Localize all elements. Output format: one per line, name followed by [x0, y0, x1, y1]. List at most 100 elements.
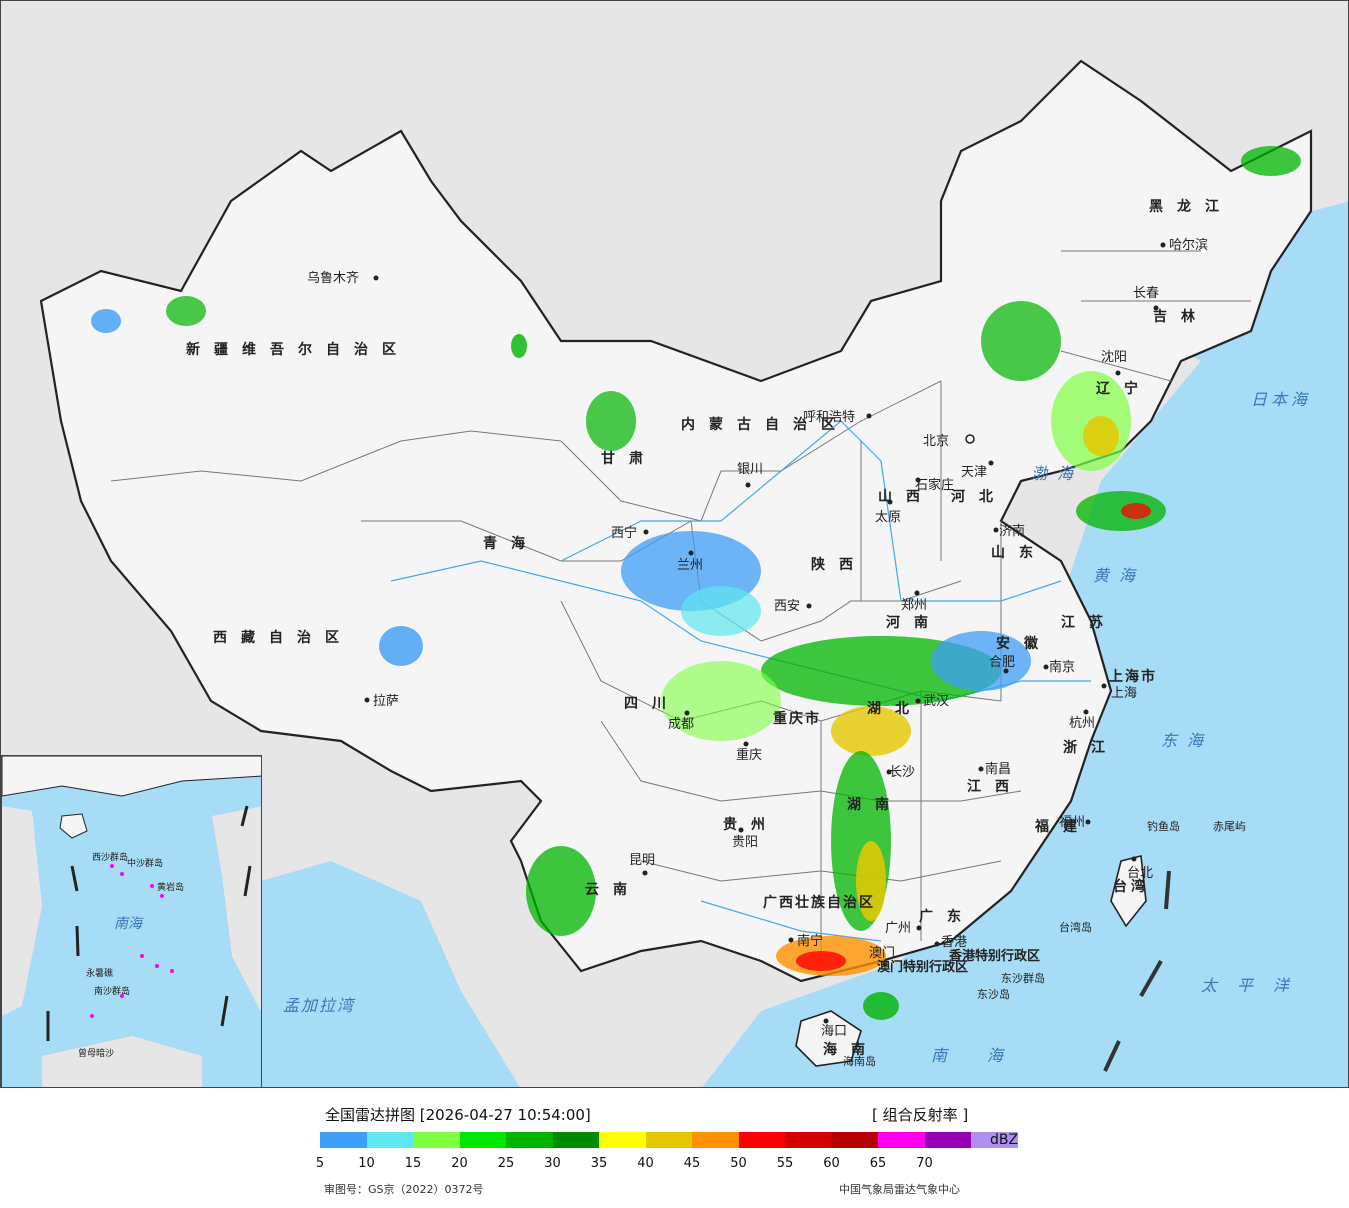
label-xinjiang: 新疆维吾尔自治区 — [186, 341, 410, 358]
taiwan-island — [1110, 855, 1147, 928]
color-scale-tick: 55 — [776, 1156, 794, 1171]
color-swatch — [413, 1132, 460, 1148]
inset-philippines — [212, 806, 261, 1013]
label-anhui: 安徽 — [996, 635, 1052, 652]
echo — [166, 296, 206, 326]
echo — [796, 951, 846, 971]
legend-title: 全国雷达拼图 [2026-04-27 10:54:00] — [325, 1106, 591, 1124]
color-swatch — [738, 1132, 785, 1148]
approval-number: 审图号：GS京（2022）0372号 — [324, 1183, 484, 1196]
city-lanzhou: 兰州 — [677, 558, 703, 573]
legend-unit: dBZ — [990, 1132, 1019, 1148]
sea-south: 南海 — [931, 1046, 1043, 1065]
island-dongsha-qundao: 东沙群岛 — [1001, 971, 1045, 985]
label-guangxi: 广西壮族自治区 — [763, 894, 875, 911]
city-chongqing: 重庆 — [736, 747, 762, 763]
label-hebei: 河北 — [951, 488, 1007, 505]
ocean-bay-of-bengal — [241, 861, 520, 1087]
color-swatch — [924, 1132, 971, 1148]
city-tianjin: 天津 — [961, 465, 987, 480]
echo — [681, 586, 761, 636]
island-hainan: 海南岛 — [843, 1054, 876, 1068]
city-beijing: 北京 — [923, 434, 949, 449]
label-fujian: 福建 — [1034, 818, 1091, 835]
city-guiyang: 贵阳 — [732, 835, 758, 850]
color-scale-tick: 45 — [683, 1156, 701, 1171]
inset-vietnam — [2, 806, 42, 1016]
color-scale — [320, 1132, 1018, 1148]
city-nanchang: 南昌 — [985, 761, 1011, 777]
city-hohhot: 呼和浩特 — [803, 410, 855, 425]
label-liaoning: 辽宁 — [1096, 380, 1152, 397]
city-urumqi: 乌鲁木齐 — [307, 270, 359, 286]
city-zhengzhou: 郑州 — [901, 598, 927, 613]
echo — [1241, 146, 1301, 176]
label-jilin: 吉林 — [1153, 308, 1209, 325]
city-yinchuan: 银川 — [737, 462, 763, 477]
city-shenyang: 沈阳 — [1101, 350, 1127, 365]
sea-bohai: 渤海 — [1031, 464, 1083, 483]
inset-label-xisha: 西沙群岛 — [92, 851, 128, 863]
color-scale-tick: 35 — [590, 1156, 608, 1171]
city-hongkong: 香港 — [941, 935, 967, 950]
echo — [91, 309, 121, 333]
color-scale-tick: 20 — [451, 1156, 468, 1171]
city-labels: 乌鲁木齐 拉萨 西宁 兰州 银川 呼和浩特 北京 天津 石家庄 太原 济南 郑州… — [307, 237, 1208, 1039]
city-dots — [364, 242, 1166, 1024]
city-changchun: 长春 — [1133, 286, 1159, 301]
city-taiyuan: 太原 — [875, 510, 901, 525]
city-hefei: 合肥 — [989, 655, 1015, 670]
inset-islands — [90, 864, 174, 1018]
label-guizhou: 贵州 — [723, 816, 779, 833]
color-scale-tick: 10 — [358, 1156, 375, 1171]
inset-label-nanhai: 南海 — [114, 916, 144, 932]
agency-name: 中国气象局雷达气象中心 — [839, 1183, 960, 1196]
color-swatch — [599, 1132, 646, 1148]
sea-bengal: 孟加拉湾 — [283, 996, 356, 1015]
inset-label-yongshu: 永暑礁 — [86, 967, 113, 979]
city-wuhan: 武汉 — [923, 694, 949, 709]
label-jiangxi: 江西 — [967, 778, 1023, 795]
sea-east: 东海 — [1161, 731, 1213, 750]
inset-label-zengmu: 曾母暗沙 — [78, 1047, 114, 1059]
color-swatch — [878, 1132, 925, 1148]
city-fuzhou: 福州 — [1059, 815, 1085, 830]
label-hunan: 湖南 — [847, 796, 903, 813]
label-guangdong: 广东 — [919, 908, 975, 925]
inset-borneo — [42, 1036, 202, 1087]
sea-pacific: 太平洋 — [1201, 976, 1309, 995]
inset-label-zhongsha: 中沙群岛 — [127, 857, 163, 869]
label-zhejiang: 浙江 — [1063, 739, 1119, 756]
color-scale-tick: 40 — [637, 1156, 654, 1171]
city-jinan: 济南 — [999, 523, 1025, 539]
inset-hainan — [59, 813, 88, 839]
city-lhasa: 拉萨 — [373, 694, 399, 709]
city-hangzhou: 杭州 — [1069, 716, 1095, 731]
island-chiwei: 赤尾屿 — [1213, 820, 1246, 833]
color-swatch — [645, 1132, 692, 1148]
inset-label-nansha: 南沙群岛 — [94, 985, 130, 997]
ocean-east — [702, 201, 1348, 1087]
radar-echoes — [91, 146, 1301, 1020]
special-labels: 香港特别行政区 澳门特别行政区 钓鱼岛 赤尾屿 台湾岛 东沙群岛 东沙岛 海南岛 — [843, 819, 1246, 1068]
color-swatch — [366, 1132, 413, 1148]
label-shaanxi: 陕西 — [811, 556, 867, 573]
color-scale-tick: 50 — [730, 1156, 747, 1171]
sea-japan: 日本海 — [1251, 390, 1311, 409]
echo — [931, 631, 1031, 691]
label-hubei: 湖北 — [867, 701, 923, 717]
city-changsha: 长沙 — [889, 765, 915, 780]
city-nanjing: 南京 — [1049, 659, 1075, 675]
label-heilongjiang: 黑龙江 — [1149, 198, 1233, 215]
label-henan: 河南 — [886, 614, 942, 631]
color-scale-tick: 25 — [497, 1156, 515, 1171]
echo — [1083, 416, 1119, 456]
color-swatch — [692, 1132, 739, 1148]
color-scale-tick: 5 — [315, 1156, 325, 1171]
label-macau-sar: 澳门特别行政区 — [877, 959, 968, 975]
city-shijiazhuang: 石家庄 — [915, 477, 954, 493]
label-qinghai: 青海 — [483, 535, 539, 552]
label-chongqing: 重庆市 — [773, 710, 821, 727]
color-scale-tick: 30 — [544, 1156, 561, 1171]
island-dongsha: 东沙岛 — [977, 987, 1010, 1001]
